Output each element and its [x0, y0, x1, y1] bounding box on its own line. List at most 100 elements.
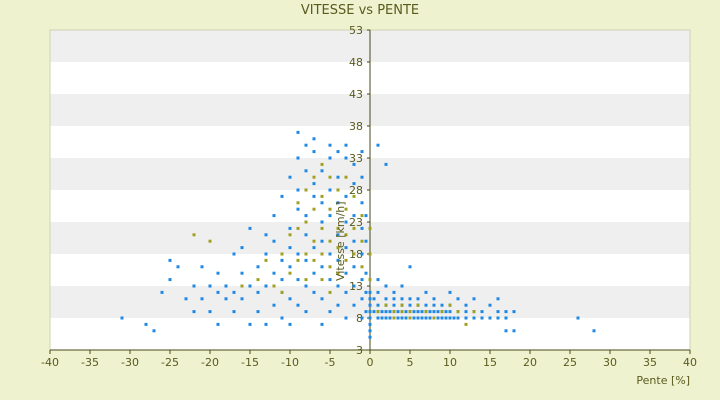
data-point	[336, 175, 340, 179]
data-point	[376, 143, 380, 147]
data-point	[344, 143, 348, 147]
data-point	[336, 188, 340, 192]
data-point	[408, 310, 412, 314]
data-point	[480, 316, 484, 320]
y-tick-label: 8	[356, 312, 363, 325]
data-point	[396, 310, 400, 314]
data-point	[328, 188, 332, 192]
data-point	[376, 303, 380, 307]
data-point	[344, 258, 348, 262]
data-point	[472, 297, 476, 301]
y-tick-label: 3	[356, 344, 363, 357]
data-point	[336, 258, 340, 262]
data-point	[320, 201, 324, 205]
data-point	[400, 310, 404, 314]
data-point	[344, 207, 348, 211]
data-point	[272, 284, 276, 288]
data-point	[352, 162, 356, 166]
data-point	[264, 252, 268, 256]
x-tick-label: 15	[483, 356, 497, 369]
data-point	[328, 290, 332, 294]
data-point	[304, 284, 308, 288]
data-point	[296, 252, 300, 256]
data-point	[428, 310, 432, 314]
data-point	[280, 258, 284, 262]
x-tick-label: 5	[407, 356, 414, 369]
data-point	[288, 226, 292, 230]
y-tick-label: 48	[349, 56, 363, 69]
data-point	[384, 162, 388, 166]
data-point	[408, 297, 412, 301]
y-tick-label: 38	[349, 120, 363, 133]
data-point	[320, 220, 324, 224]
data-point	[240, 271, 244, 275]
data-point	[312, 175, 316, 179]
data-point	[320, 239, 324, 243]
data-point	[448, 290, 452, 294]
x-tick-label: 35	[643, 356, 657, 369]
data-point	[280, 278, 284, 282]
chart-title: VITESSE vs PENTE	[301, 3, 419, 18]
data-point	[288, 246, 292, 250]
x-tick-label: 25	[563, 356, 577, 369]
data-point	[360, 150, 364, 154]
data-point	[320, 162, 324, 166]
data-point	[336, 303, 340, 307]
data-point	[464, 310, 468, 314]
data-point	[496, 310, 500, 314]
data-point	[200, 265, 204, 269]
data-point	[448, 310, 452, 314]
x-tick-label: 40	[683, 356, 697, 369]
data-point	[240, 297, 244, 301]
data-point	[312, 239, 316, 243]
data-point	[376, 316, 380, 320]
data-point	[360, 214, 364, 218]
y-tick-label: 13	[349, 280, 363, 293]
data-point	[368, 335, 372, 339]
data-point	[420, 310, 424, 314]
data-point	[336, 246, 340, 250]
data-point	[472, 310, 476, 314]
data-point	[280, 316, 284, 320]
data-point	[432, 310, 436, 314]
data-point	[408, 316, 412, 320]
data-point	[280, 252, 284, 256]
data-point	[288, 233, 292, 237]
data-point	[392, 303, 396, 307]
data-point	[312, 290, 316, 294]
data-point	[368, 310, 372, 314]
data-point	[312, 150, 316, 154]
data-point	[344, 220, 348, 224]
data-point	[304, 310, 308, 314]
data-point	[488, 316, 492, 320]
data-point	[416, 297, 420, 301]
data-point	[296, 201, 300, 205]
data-point	[320, 265, 324, 269]
data-point	[256, 278, 260, 282]
data-point	[504, 310, 508, 314]
data-point	[304, 169, 308, 173]
data-point	[232, 290, 236, 294]
data-point	[320, 322, 324, 326]
data-point	[168, 278, 172, 282]
data-point	[144, 322, 148, 326]
data-point	[192, 310, 196, 314]
data-point	[336, 233, 340, 237]
y-tick-label: 23	[349, 216, 363, 229]
data-point	[384, 284, 388, 288]
data-point	[344, 271, 348, 275]
data-point	[400, 284, 404, 288]
data-point	[328, 214, 332, 218]
data-point	[392, 290, 396, 294]
data-point	[360, 201, 364, 205]
data-point	[328, 175, 332, 179]
data-point	[408, 265, 412, 269]
data-point	[436, 310, 440, 314]
data-point	[328, 156, 332, 160]
x-tick-label: 10	[443, 356, 457, 369]
data-point	[424, 310, 428, 314]
data-point	[296, 303, 300, 307]
data-point	[296, 188, 300, 192]
